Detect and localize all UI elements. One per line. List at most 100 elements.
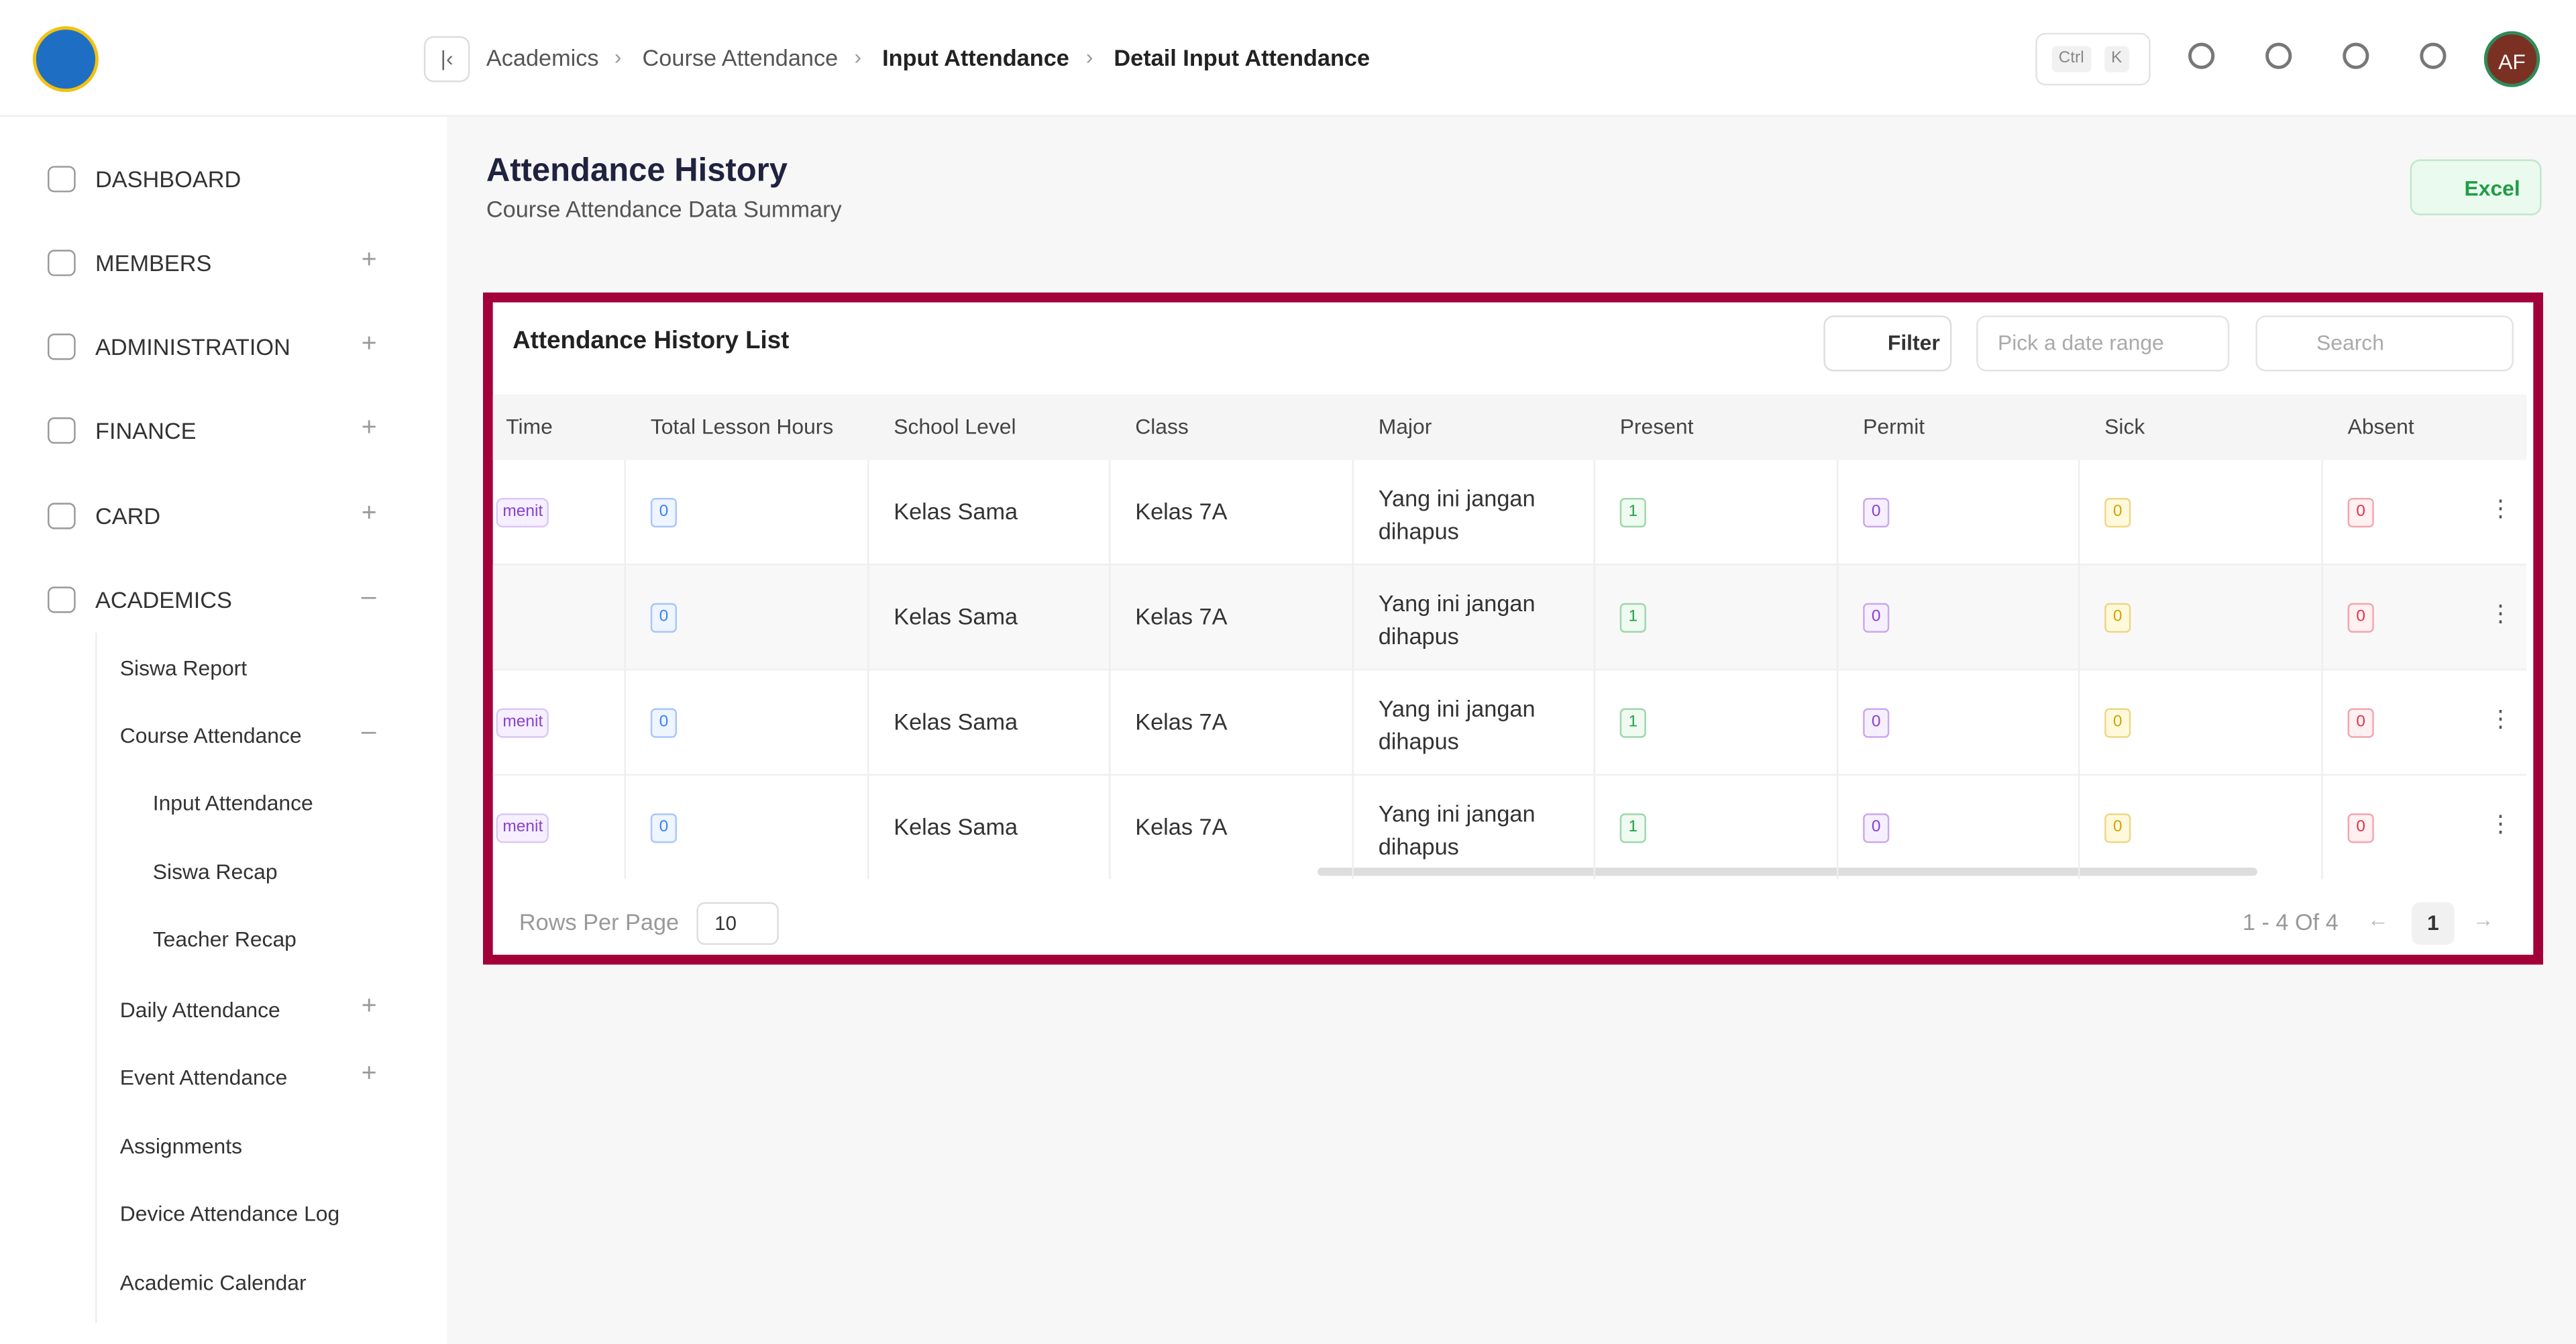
submenu-rail — [95, 632, 97, 1323]
submenu-item[interactable]: Device Attendance Log — [119, 1201, 340, 1226]
column-header[interactable]: Absent — [2347, 414, 2414, 439]
menu-item[interactable]: ADMINISTRATION — [95, 333, 290, 360]
submenu-item[interactable]: Input Attendance — [152, 790, 313, 815]
menu-item[interactable]: CARD — [95, 503, 161, 529]
count-badge: 0 — [650, 708, 677, 738]
count-badge: 1 — [1619, 813, 1646, 843]
submenu-item[interactable]: Assignments — [119, 1133, 243, 1159]
cell-text: Kelas Sama — [894, 603, 1018, 629]
menu-toggle: + — [361, 246, 377, 274]
shortcut-key: Ctrl — [2051, 46, 2091, 72]
cell-text: Kelas Sama — [894, 498, 1018, 525]
row-divider — [492, 564, 2527, 566]
menu-icon — [48, 166, 76, 193]
submenu-item[interactable]: Daily Attendance — [119, 997, 280, 1023]
breadcrumb-item[interactable]: Academics — [486, 44, 599, 71]
collapse-button[interactable]: |‹ — [423, 36, 470, 83]
menu-toggle: + — [361, 499, 377, 528]
column-header[interactable]: School Level — [894, 414, 1016, 439]
page-subtitle: Course Attendance Data Summary — [486, 195, 842, 222]
row-divider — [492, 668, 2527, 671]
menu-item[interactable]: MEMBERS — [95, 250, 212, 276]
monitor-icon[interactable] — [2343, 42, 2369, 69]
shortcut-box — [2035, 32, 2151, 86]
cell-text: Kelas 7A — [1135, 603, 1228, 629]
menu-toggle: + — [361, 330, 377, 358]
menu-item[interactable]: ACADEMICS — [95, 586, 232, 613]
menu-icon — [48, 417, 76, 444]
cell-text: Kelas Sama — [894, 708, 1018, 735]
column-header[interactable]: Present — [1619, 414, 1694, 439]
logo — [32, 26, 99, 93]
bell-icon[interactable] — [2265, 42, 2292, 69]
menu-item[interactable]: DASHBOARD — [95, 166, 241, 193]
breadcrumb-sep: › — [854, 44, 862, 69]
submenu-item[interactable]: Siswa Report — [119, 656, 248, 680]
column-header[interactable]: Time — [506, 414, 553, 439]
page-number[interactable]: 1 — [2412, 902, 2455, 945]
search-icon[interactable] — [2188, 42, 2215, 69]
count-badge: 0 — [2347, 603, 2374, 633]
search-input[interactable]: Search — [2255, 315, 2514, 372]
row-menu[interactable]: ⋮ — [2489, 599, 2512, 627]
submenu-toggle: + — [361, 992, 377, 1021]
rows-per-page-label: Rows Per Page — [519, 909, 680, 935]
row-divider — [492, 774, 2527, 776]
count-badge: 1 — [1619, 708, 1646, 738]
cell-text: Yang ini jangan dihapus — [1378, 800, 1536, 860]
support-icon[interactable] — [2420, 42, 2447, 69]
count-badge: 0 — [650, 603, 677, 633]
scrollbar — [1318, 868, 2257, 876]
count-badge: 0 — [2104, 603, 2131, 633]
menu-icon — [48, 250, 76, 276]
pagination-range: 1 - 4 Of 4 — [2242, 909, 2339, 935]
menu-icon — [48, 503, 76, 529]
breadcrumb-item[interactable]: Course Attendance — [642, 44, 839, 71]
submenu-item[interactable]: Course Attendance — [119, 723, 302, 748]
table-row-bg — [492, 565, 2527, 671]
submenu-toggle: + — [361, 1059, 377, 1088]
excel-button[interactable]: Excel — [2410, 159, 2542, 215]
menu-toggle: – — [361, 583, 376, 612]
sidebar — [0, 0, 447, 1344]
submenu-item[interactable]: Teacher Recap — [152, 927, 297, 951]
submenu-toggle: – — [361, 718, 376, 746]
column-header[interactable]: Permit — [1863, 414, 1925, 439]
count-badge: 0 — [2104, 708, 2131, 738]
date-range-input[interactable]: Pick a date range — [1976, 315, 2230, 372]
cell-text: Kelas Sama — [894, 813, 1018, 840]
row-menu[interactable]: ⋮ — [2489, 705, 2512, 731]
row-menu[interactable]: ⋮ — [2489, 495, 2512, 521]
avatar[interactable]: AF — [2483, 31, 2540, 87]
submenu-item[interactable]: Event Attendance — [119, 1064, 288, 1090]
breadcrumb-sep: › — [614, 44, 622, 69]
cell-text: Kelas 7A — [1135, 708, 1228, 735]
duration-badge: menit — [496, 498, 550, 528]
column-header[interactable]: Sick — [2104, 414, 2145, 439]
column-header[interactable]: Major — [1378, 414, 1432, 439]
filter-button[interactable]: Filter — [1823, 315, 1952, 372]
prev-page[interactable]: ← — [2367, 907, 2389, 932]
column-header[interactable]: Class — [1135, 414, 1189, 439]
menu-item[interactable]: FINANCE — [95, 417, 197, 444]
next-page[interactable]: → — [2472, 907, 2494, 932]
count-badge: 0 — [1863, 813, 1890, 843]
count-badge: 0 — [1863, 708, 1890, 738]
row-menu[interactable]: ⋮ — [2489, 810, 2512, 837]
breadcrumb-item[interactable]: Detail Input Attendance — [1114, 44, 1371, 71]
page-title: Attendance History — [486, 152, 788, 189]
duration-badge: menit — [496, 813, 550, 843]
cell-text: Yang ini jangan dihapus — [1378, 484, 1536, 544]
count-badge: 0 — [2347, 708, 2374, 738]
submenu-item[interactable]: Academic Calendar — [119, 1270, 307, 1295]
breadcrumb-item[interactable]: Input Attendance — [882, 44, 1069, 71]
column-header[interactable]: Total Lesson Hours — [650, 414, 834, 439]
table-header — [492, 394, 2527, 460]
count-badge: 0 — [650, 498, 677, 528]
count-badge: 0 — [650, 813, 677, 843]
submenu-item[interactable]: Siswa Recap — [152, 859, 278, 884]
page-size-select[interactable]: 10 — [696, 902, 779, 945]
count-badge: 0 — [1863, 498, 1890, 528]
cell-text: Kelas 7A — [1135, 498, 1228, 525]
